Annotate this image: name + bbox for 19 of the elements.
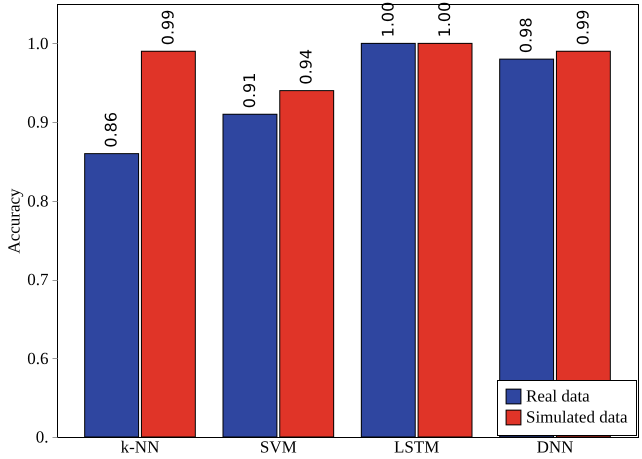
x-tick-label: DNN [536, 438, 574, 456]
text: 0.86 [102, 112, 121, 148]
x-tick-label: k-NN [120, 438, 160, 456]
y-tick-label: 0. [36, 428, 48, 446]
legend-label: Real data [526, 386, 590, 406]
legend-label: Simulated data [526, 408, 628, 426]
y-tick-label: 0.6 [27, 348, 48, 368]
y-tick-label: 1.0 [27, 34, 48, 53]
text: 0.94 [296, 48, 316, 85]
y-tick-label: 0.8 [27, 191, 48, 210]
y-axis-title: Accuracy [4, 188, 24, 254]
text: 0.99 [158, 10, 178, 46]
x-tick-label: SVM [260, 438, 297, 456]
y-tick-label: 0.9 [27, 112, 48, 132]
text: 0.99 [573, 10, 592, 46]
text: 0.98 [516, 17, 536, 54]
y-tick-label: 0.7 [27, 270, 49, 290]
x-tick-label: LSTM [394, 438, 440, 456]
text: 0.91 [240, 72, 259, 108]
